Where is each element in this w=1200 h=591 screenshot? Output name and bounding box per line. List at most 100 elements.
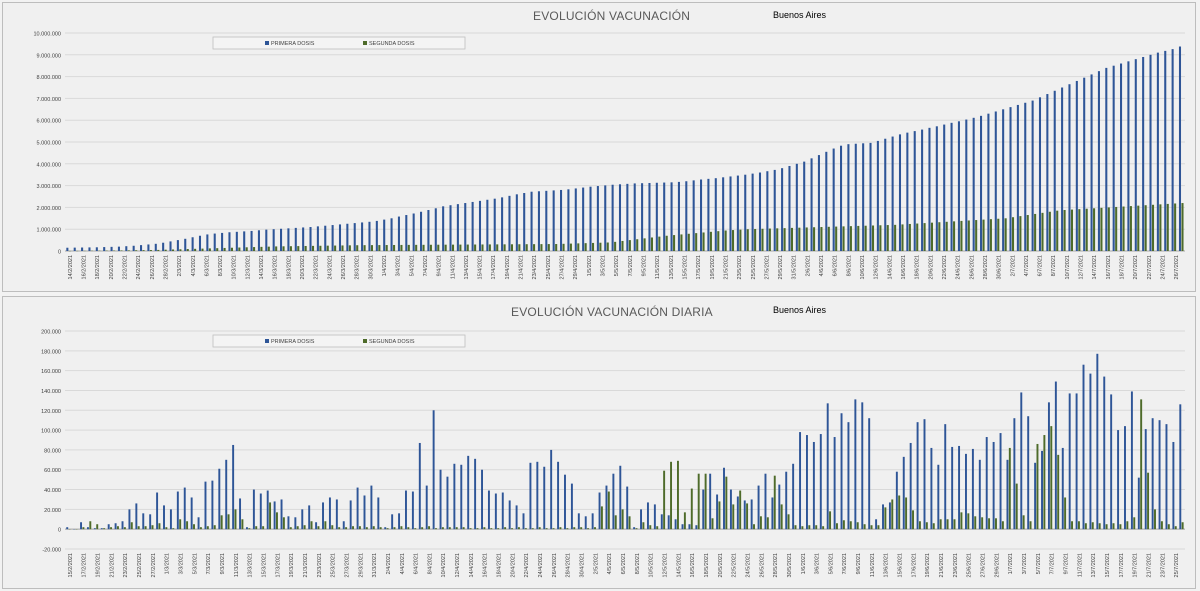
x-tick-label: 2/4/2021 — [386, 553, 392, 574]
bar-primera-dosis — [474, 458, 477, 530]
bar-primera-dosis — [1046, 94, 1049, 251]
legend — [212, 36, 466, 50]
bar-primera-dosis — [1134, 59, 1137, 251]
bar-segunda-dosis — [946, 519, 949, 530]
x-tick-label: 23/7/2021 — [1160, 553, 1166, 577]
bar-segunda-dosis — [709, 231, 712, 251]
bar-segunda-dosis — [820, 227, 823, 251]
x-tick-label: 16/6/2021 — [901, 255, 907, 279]
bar-primera-dosis — [980, 115, 983, 251]
bar-segunda-dosis — [680, 234, 683, 251]
bar-primera-dosis — [965, 119, 968, 252]
x-tick-label: 16/2/2021 — [81, 255, 87, 279]
bar-primera-dosis — [751, 173, 754, 251]
bar-segunda-dosis — [448, 527, 451, 530]
x-tick-label: 6/7/2021 — [1038, 255, 1044, 276]
bar-segunda-dosis — [600, 506, 603, 530]
x-tick-label: 21/6/2021 — [939, 553, 945, 577]
bar-segunda-dosis — [989, 219, 992, 251]
bar-primera-dosis — [582, 187, 585, 251]
bar-primera-dosis — [412, 213, 415, 251]
daily-vaccination-chart: -20.000 0 20.000 40.000 60.000 80.000 100.000 1… — [41, 330, 1185, 577]
bar-segunda-dosis — [938, 222, 941, 251]
bar-segunda-dosis — [864, 225, 867, 251]
bar-segunda-dosis — [587, 528, 590, 530]
bar-primera-dosis — [1009, 107, 1012, 252]
bar-primera-dosis — [397, 216, 400, 251]
bar-primera-dosis — [1142, 56, 1145, 252]
bar-segunda-dosis — [1167, 524, 1170, 530]
bar-segunda-dosis — [649, 525, 652, 530]
bar-segunda-dosis — [1174, 203, 1177, 251]
bar-segunda-dosis — [1085, 208, 1088, 251]
bar-segunda-dosis — [967, 220, 970, 251]
bar-segunda-dosis — [238, 247, 241, 251]
bar-segunda-dosis — [201, 248, 204, 251]
x-tick-label: 1/5/2021 — [587, 255, 593, 276]
x-tick-label: 3/4/2021 — [396, 255, 402, 276]
bar-primera-dosis — [353, 223, 356, 251]
bar-segunda-dosis — [746, 229, 749, 251]
bar-primera-dosis — [1164, 50, 1167, 251]
bar-segunda-dosis — [289, 527, 292, 530]
bar-segunda-dosis — [898, 495, 901, 530]
x-tick-label: 18/5/2021 — [704, 553, 710, 577]
x-tick-label: 14/7/2021 — [1092, 255, 1098, 279]
bar-primera-dosis — [596, 186, 599, 251]
bar-segunda-dosis — [725, 476, 728, 530]
bar-segunda-dosis — [997, 218, 1000, 251]
bar-segunda-dosis — [385, 245, 388, 251]
x-tick-label: 13/5/2021 — [669, 255, 675, 279]
bar-primera-dosis — [302, 227, 305, 251]
x-tick-label: 4/4/2021 — [400, 553, 406, 574]
bar-segunda-dosis — [525, 244, 528, 251]
x-tick-label: 24/2/2021 — [136, 255, 142, 279]
x-tick-label: 15/4/2021 — [478, 255, 484, 279]
bar-primera-dosis — [537, 191, 540, 251]
bar-segunda-dosis — [110, 527, 113, 530]
bar-segunda-dosis — [370, 245, 373, 251]
bar-segunda-dosis — [901, 224, 904, 251]
bar-primera-dosis — [1172, 441, 1175, 530]
bar-primera-dosis — [1038, 97, 1042, 251]
bar-segunda-dosis — [1015, 483, 1018, 530]
x-tick-label: 11/5/2021 — [655, 255, 661, 279]
bar-segunda-dosis — [794, 525, 797, 530]
legend-label: SEGUNDA DOSIS — [369, 339, 415, 345]
bar-primera-dosis — [1047, 402, 1050, 530]
x-tick-label: 26/4/2021 — [552, 553, 558, 577]
x-tick-label: 1/6/2021 — [801, 553, 807, 574]
bar-segunda-dosis — [490, 528, 493, 530]
bar-segunda-dosis — [739, 490, 742, 530]
bar-segunda-dosis — [179, 519, 182, 530]
x-tick-label: 14/5/2021 — [676, 553, 682, 577]
bar-primera-dosis — [723, 467, 725, 530]
bar-primera-dosis — [1165, 424, 1168, 530]
bar-segunda-dosis — [459, 244, 462, 251]
bar-segunda-dosis — [829, 511, 832, 530]
x-tick-label: 30/3/2021 — [368, 255, 374, 279]
bar-segunda-dosis — [1048, 211, 1051, 251]
bar-segunda-dosis — [790, 227, 793, 251]
bar-segunda-dosis — [584, 243, 587, 251]
bar-segunda-dosis — [650, 237, 653, 251]
x-tick-label: 16/3/2021 — [273, 255, 279, 279]
x-tick-label: 16/5/2021 — [690, 553, 696, 577]
bar-segunda-dosis — [566, 528, 569, 530]
x-tick-label: 7/6/2021 — [842, 553, 848, 574]
bar-primera-dosis — [142, 513, 145, 530]
bar-segunda-dosis — [127, 250, 130, 251]
bar-segunda-dosis — [89, 521, 92, 530]
bar-primera-dosis — [464, 203, 467, 251]
bar-segunda-dosis — [908, 223, 911, 251]
bar-primera-dosis — [1120, 63, 1123, 251]
bar-primera-dosis — [785, 471, 788, 530]
bar-segunda-dosis — [835, 226, 838, 251]
bar-primera-dosis — [66, 247, 69, 251]
bar-primera-dosis — [744, 174, 747, 251]
bar-primera-dosis — [478, 200, 482, 251]
bar-primera-dosis — [117, 246, 120, 251]
bar-primera-dosis — [273, 501, 276, 530]
bar-primera-dosis — [591, 513, 594, 530]
bar-segunda-dosis — [1077, 521, 1080, 530]
